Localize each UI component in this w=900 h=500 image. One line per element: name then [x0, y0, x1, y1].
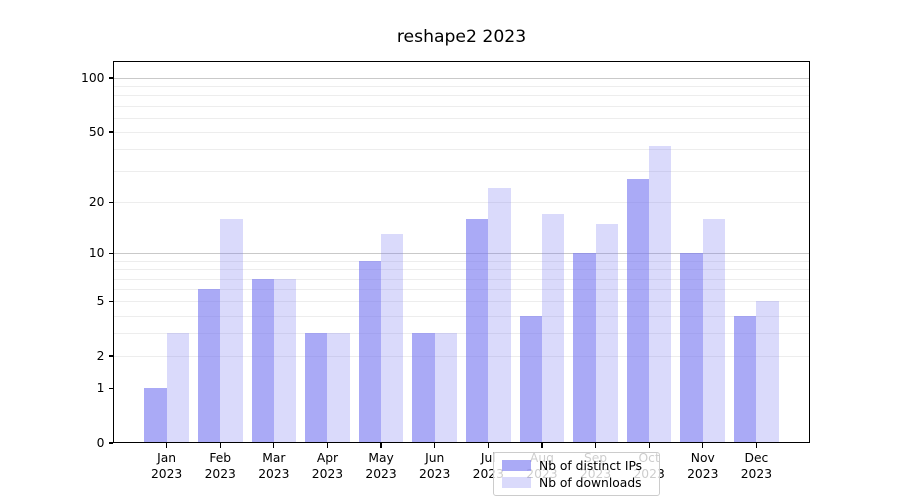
bar-downloads-jul [488, 188, 511, 443]
bar-distinct-ips-aug [519, 315, 542, 443]
y-tick-label: 20 [88, 195, 105, 210]
bar-distinct-ips-nov [680, 253, 703, 443]
x-tick-mark [755, 443, 757, 448]
gridline [113, 149, 810, 151]
bar-downloads-aug [541, 214, 565, 443]
x-tick-mark [326, 443, 329, 448]
gridline [113, 301, 810, 303]
y-tick-label: 0 [96, 436, 105, 450]
x-tick-mark [273, 443, 275, 448]
x-tick-mark [166, 443, 168, 448]
gridline [113, 77, 810, 79]
gridline [113, 131, 810, 133]
bar-distinct-ips-feb [197, 289, 221, 443]
x-tick-mark [648, 443, 650, 448]
legend-item-downloads: Nb of downloads [502, 476, 651, 490]
gridline [113, 269, 810, 271]
gridline [113, 105, 810, 107]
x-tick-label: Jan 2023 [150, 451, 183, 481]
y-tick-mark [108, 252, 113, 254]
y-tick-mark [108, 442, 113, 444]
bar-distinct-ips-jun [412, 333, 435, 443]
legend-label-downloads: Nb of downloads [539, 475, 642, 490]
y-tick-label: 2 [96, 349, 105, 364]
gridline [113, 289, 810, 291]
x-tick-mark [594, 443, 597, 448]
x-tick-label: May 2023 [365, 451, 397, 481]
y-tick-mark [108, 355, 113, 357]
bar-downloads-mar [273, 278, 297, 443]
y-tick-mark [108, 77, 113, 79]
x-tick-mark [541, 443, 543, 448]
y-tick-mark [108, 131, 113, 133]
x-tick-mark [487, 443, 489, 448]
bar-downloads-jun [434, 333, 457, 443]
gridline [113, 95, 810, 97]
gridline [113, 253, 810, 255]
bar-downloads-apr [327, 333, 350, 443]
x-tick-mark [702, 443, 704, 448]
bar-downloads-nov [702, 218, 726, 443]
x-tick-mark [219, 443, 221, 448]
bar-downloads-oct [649, 145, 672, 443]
plot-area: Nb of distinct IPs Nb of downloads [113, 61, 810, 496]
legend-label-distinct-ips: Nb of distinct IPs [539, 458, 643, 473]
gridline [113, 260, 810, 262]
x-tick-label: Feb 2023 [204, 451, 236, 481]
legend-item-distinct-ips: Nb of distinct IPs [502, 459, 651, 473]
y-tick-label: 50 [88, 124, 105, 139]
y-tick-label: 100 [81, 70, 105, 85]
y-tick-label: 10 [88, 246, 105, 261]
x-tick-label: Dec 2023 [740, 451, 773, 481]
bar-distinct-ips-apr [305, 333, 328, 443]
gridline [113, 117, 810, 119]
x-tick-label: Nov 2023 [687, 451, 719, 481]
y-tick-mark [108, 201, 113, 203]
y-tick-label: 1 [96, 381, 105, 396]
x-tick-label: Apr 2023 [311, 451, 344, 481]
legend-swatch-distinct-ips [502, 460, 531, 471]
legend-swatch-downloads [502, 477, 531, 488]
gridline [113, 356, 810, 358]
y-tick-mark [108, 387, 113, 389]
x-tick-label: Jun 2023 [419, 451, 451, 481]
legend: Nb of distinct IPs Nb of downloads [493, 452, 660, 496]
bar-distinct-ips-jul [466, 218, 489, 443]
bar-distinct-ips-mar [251, 278, 274, 443]
x-tick-label: Mar 2023 [258, 451, 290, 481]
y-tick-mark [108, 300, 113, 302]
gridline [113, 171, 810, 173]
gridline [113, 315, 810, 317]
y-tick-label: 5 [96, 294, 105, 309]
bar-downloads-jan [166, 333, 189, 443]
gridline [113, 202, 810, 204]
bar-downloads-feb [220, 218, 243, 443]
bar-downloads-may [381, 234, 404, 443]
chart-title: reshape2 2023 [396, 27, 527, 47]
gridline [113, 333, 810, 335]
bar-distinct-ips-dec [734, 315, 757, 443]
x-tick-mark [434, 443, 436, 448]
bar-distinct-ips-sep [573, 253, 596, 443]
gridline [113, 86, 810, 88]
bar-distinct-ips-oct [626, 179, 650, 443]
bar-distinct-ips-may [358, 260, 382, 443]
bar-downloads-sep [595, 223, 618, 443]
x-tick-mark [380, 443, 382, 448]
bar-distinct-ips-jan [144, 388, 167, 443]
bar-downloads-dec [756, 301, 779, 443]
gridline [113, 278, 810, 280]
